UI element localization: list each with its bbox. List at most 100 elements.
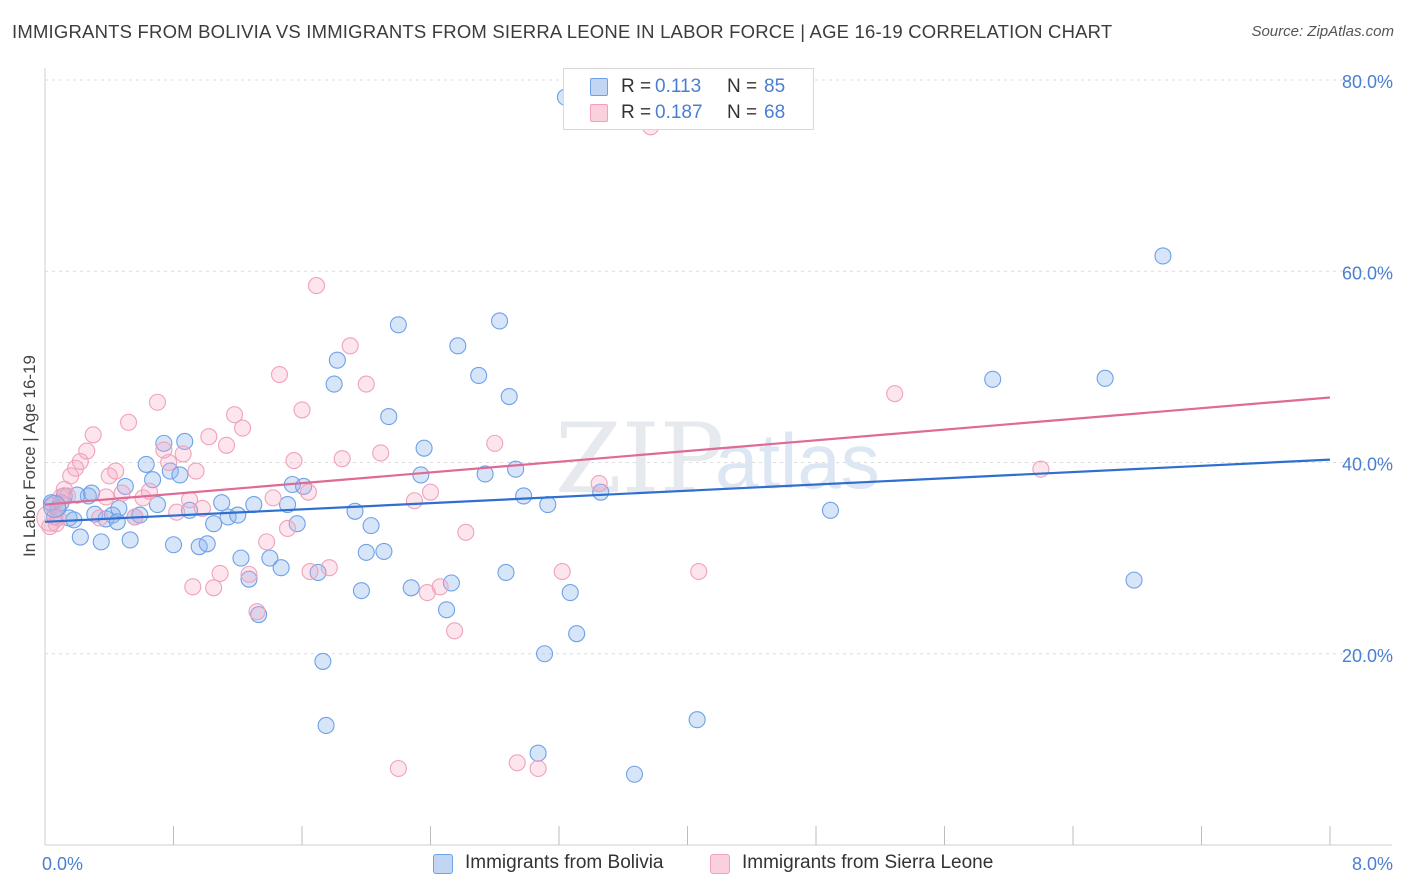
y-tick-label: 60.0% [1342, 263, 1393, 283]
point-sierra-leone [193, 499, 211, 517]
point-bolivia [245, 496, 263, 514]
bolivia-legend-swatch [433, 854, 453, 874]
point-bolivia [449, 337, 467, 355]
point-sierra-leone [234, 419, 252, 437]
point-sierra-leone [184, 578, 202, 596]
point-sierra-leone [457, 523, 475, 541]
point-bolivia [491, 312, 509, 330]
point-sierra-leone [240, 565, 258, 583]
sierra-leone-legend-swatch [710, 854, 730, 874]
gridlines [45, 79, 1392, 655]
point-sierra-leone [553, 562, 571, 581]
point-bolivia [43, 494, 67, 518]
point-bolivia [232, 549, 250, 567]
point-bolivia [92, 533, 110, 551]
watermark-atlas: atlas [715, 417, 880, 505]
point-sierra-leone [168, 503, 186, 521]
point-sierra-leone [301, 562, 319, 581]
point-sierra-leone [341, 337, 359, 355]
point-bolivia [272, 559, 290, 577]
point-bolivia [161, 462, 179, 480]
point-sierra-leone [107, 462, 125, 480]
source-credit: Source: ZipAtlas.com [1251, 23, 1394, 40]
point-sierra-leone [333, 450, 351, 468]
point-bolivia [325, 375, 343, 393]
legend-n-value: 68 [764, 102, 786, 123]
point-sierra-leone [285, 452, 303, 470]
point-bolivia [317, 716, 335, 735]
point-bolivia [561, 583, 579, 602]
point-sierra-leone [307, 277, 326, 295]
x-tick-label-max: 8.0% [1352, 854, 1393, 874]
point-sierra-leone [590, 474, 608, 493]
point-sierra-leone [486, 434, 504, 452]
trend-line-bolivia [44, 458, 1331, 523]
y-tick-label: 40.0% [1342, 455, 1393, 475]
point-sierra-leone [205, 579, 223, 597]
axes [44, 68, 1392, 846]
legend-r-label: R = [621, 102, 652, 123]
point-bolivia [176, 432, 194, 451]
point-bolivia [164, 536, 183, 554]
point-bolivia [148, 496, 166, 514]
point-sierra-leone [148, 393, 166, 411]
point-bolivia [71, 528, 89, 546]
point-bolivia [288, 515, 306, 533]
point-sierra-leone [278, 519, 297, 538]
point-sierra-leone [299, 483, 317, 501]
series-sierra-leone [41, 118, 1050, 778]
point-bolivia [1154, 247, 1172, 265]
point-sierra-leone [84, 426, 102, 444]
point-sierra-leone [248, 603, 266, 621]
legend-r-value: 0.113 [655, 76, 702, 97]
point-bolivia [821, 501, 840, 519]
point-sierra-leone [357, 375, 375, 393]
point-bolivia [155, 434, 173, 452]
point-sierra-leone [217, 436, 236, 454]
point-bolivia [352, 582, 370, 600]
point-bolivia [500, 387, 518, 406]
trend-line-sierra-leone [44, 396, 1331, 506]
point-bolivia [438, 601, 456, 619]
point-bolivia [250, 605, 268, 624]
point-sierra-leone [264, 489, 282, 507]
point-sierra-leone [187, 462, 205, 480]
bolivia-swatch [590, 78, 608, 96]
point-bolivia [539, 496, 557, 514]
legend-r-value: 0.187 [655, 102, 703, 123]
point-sierra-leone [529, 759, 547, 778]
y-axis-label: In Labor Force | Age 16-19 [20, 355, 39, 557]
point-bolivia [205, 515, 223, 533]
point-sierra-leone [160, 453, 178, 472]
point-bolivia [476, 465, 494, 483]
point-sierra-leone [446, 622, 464, 640]
point-sierra-leone [71, 452, 89, 471]
point-sierra-leone [690, 562, 708, 581]
tick-labels: 20.0% 40.0% 60.0% 80.0% 0.0% 8.0% [42, 72, 1393, 874]
point-sierra-leone [225, 406, 244, 424]
point-bolivia [229, 506, 247, 524]
point-bolivia [1096, 369, 1114, 387]
point-bolivia [415, 439, 433, 457]
y-tick-label: 80.0% [1342, 72, 1393, 92]
point-bolivia [278, 496, 297, 514]
point-bolivia [497, 563, 515, 582]
point-bolivia [380, 408, 398, 426]
point-bolivia [535, 645, 554, 663]
point-bolivia [137, 455, 155, 473]
watermark: ZIP atlas [555, 403, 880, 515]
point-bolivia [412, 466, 430, 484]
point-bolivia [357, 543, 375, 561]
correlation-legend: R = 0.113 N = 85 R = 0.187 N = 68 [563, 68, 814, 130]
point-sierra-leone [372, 444, 390, 462]
point-sierra-leone [258, 533, 276, 551]
sierra-leone-legend-label: Immigrants from Sierra Leone [742, 852, 994, 873]
point-bolivia [108, 513, 126, 531]
point-sierra-leone [431, 578, 449, 596]
point-sierra-leone [293, 401, 311, 419]
point-bolivia [314, 652, 332, 670]
point-bolivia [121, 531, 139, 549]
point-bolivia [261, 549, 279, 567]
point-sierra-leone [174, 445, 192, 463]
x-tick-label-min: 0.0% [42, 854, 83, 874]
